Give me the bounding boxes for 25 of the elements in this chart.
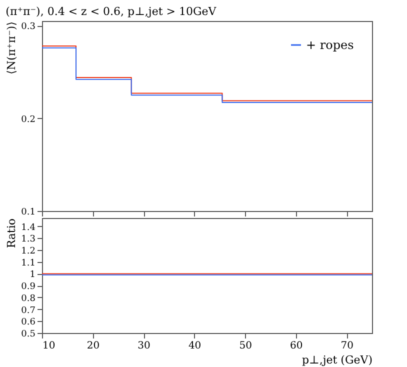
x-axis-title: p⊥,jet (GeV): [302, 354, 372, 366]
y-tick-label: 0.3: [21, 22, 36, 32]
y-tick-label: 1.1: [21, 258, 36, 268]
y-tick-label: 1: [30, 270, 36, 280]
x-tick-label: 50: [239, 340, 252, 352]
x-tick-label: 10: [42, 340, 56, 352]
y-tick-label: 0.2: [21, 114, 36, 125]
y-tick-label: 1.3: [21, 234, 36, 245]
y-tick-label: 1.2: [21, 246, 36, 257]
y-axis-title: Ratio: [5, 218, 18, 248]
y-tick-label: 1.4: [21, 222, 36, 233]
y-tick-label: 0.5: [21, 330, 36, 340]
y-tick-label: 0.9: [21, 282, 36, 292]
x-tick-label: 20: [86, 340, 100, 352]
x-tick-label: 70: [340, 340, 354, 352]
legend-label: + ropes: [306, 38, 354, 52]
x-tick-label: 60: [290, 340, 303, 352]
y-axis-title: ⟨N(π⁺π⁻)⟩: [5, 22, 18, 74]
y-tick-label: 0.7: [21, 306, 36, 316]
y-tick-label: 0.1: [21, 208, 36, 218]
chart-title: (π⁺π⁻), 0.4 < z < 0.6, p⊥,jet > 10GeV: [6, 5, 218, 18]
y-tick-label: 0.6: [21, 318, 36, 328]
y-tick-label: 0.8: [21, 294, 36, 304]
x-tick-label: 40: [188, 340, 202, 352]
x-tick-label: 30: [138, 340, 150, 352]
